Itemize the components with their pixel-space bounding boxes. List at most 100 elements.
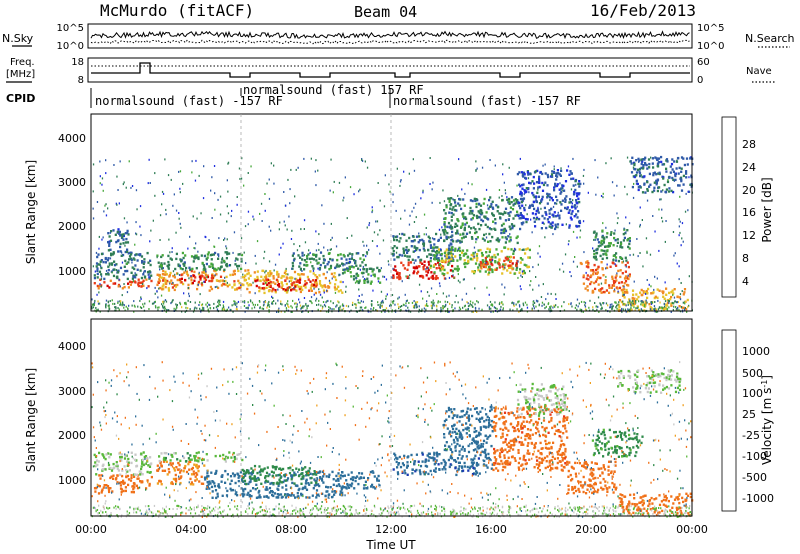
power-cell: [277, 310, 280, 313]
power-cell: [574, 306, 576, 309]
power-cell: [169, 271, 172, 275]
power-cell: [408, 277, 410, 280]
power-cell: [650, 301, 652, 304]
power-cell: [541, 172, 544, 176]
power-cell: [422, 242, 425, 246]
power-cell: [601, 307, 603, 310]
power-cell: [525, 190, 528, 193]
power-cell: [219, 299, 221, 302]
power-cell: [295, 277, 298, 281]
power-cell: [111, 299, 113, 302]
power-cell: [110, 253, 113, 257]
power-cell: [662, 189, 664, 192]
velocity-cell: [415, 453, 418, 456]
power-cell: [99, 160, 101, 163]
power-cell: [447, 311, 449, 313]
power-cell: [431, 307, 433, 310]
velocity-cell: [197, 465, 200, 468]
power-cell: [606, 249, 609, 252]
power-cell: [103, 281, 106, 284]
power-cell: [557, 306, 559, 309]
power-cell: [669, 171, 672, 174]
velocity-cell: [406, 464, 409, 468]
power-cell: [311, 302, 313, 305]
velocity-cell: [132, 482, 135, 485]
power-cell: [596, 248, 599, 251]
power-cell: [532, 300, 534, 303]
power-cell: [436, 259, 439, 262]
power-cell: [226, 252, 229, 256]
power-cell: [602, 253, 605, 256]
power-cell: [471, 258, 474, 261]
velocity-cell: [300, 472, 303, 476]
velocity-cell: [276, 481, 279, 484]
velocity-cell: [244, 487, 247, 491]
power-cell: [210, 258, 213, 261]
power-cell: [280, 281, 283, 284]
power-cell: [524, 301, 527, 304]
power-cell: [418, 248, 421, 252]
power-cell: [234, 300, 236, 303]
power-cell: [627, 310, 629, 313]
velocity-cell: [180, 475, 183, 478]
power-cell: [579, 236, 581, 239]
power-cell: [659, 306, 662, 310]
power-cell: [640, 162, 643, 166]
power-cell: [532, 175, 535, 179]
velocity-cell: [459, 431, 462, 434]
power-cell: [495, 204, 498, 207]
velocity-cell: [125, 475, 128, 479]
power-cell: [197, 280, 200, 284]
power-cell: [532, 303, 534, 306]
power-cell: [653, 171, 657, 174]
power-cell: [244, 269, 247, 272]
power-cell: [627, 301, 629, 304]
velocity-cell: [453, 423, 456, 426]
power-cell: [643, 291, 646, 294]
velocity-cell: [133, 486, 136, 489]
velocity-cell: [208, 480, 211, 483]
power-cell: [564, 197, 567, 200]
velocity-cell: [345, 479, 348, 482]
power-cell: [469, 258, 473, 261]
power-cell: [413, 246, 416, 249]
power-cell: [190, 279, 193, 282]
power-cell: [590, 280, 593, 284]
velocity-cell: [194, 475, 197, 478]
power-cell: [127, 233, 130, 236]
power-cell: [514, 247, 516, 250]
power-cell: [339, 253, 342, 256]
power-cell: [448, 197, 451, 200]
power-cell: [113, 263, 117, 267]
power-cell: [592, 308, 594, 311]
velocity-cell: [150, 475, 153, 479]
power-cell: [498, 189, 501, 191]
velocity-cell: [149, 456, 152, 459]
power-cell: [152, 219, 154, 222]
power-cell: [256, 270, 259, 273]
velocity-cell: [424, 471, 427, 474]
power-cell: [631, 156, 634, 159]
power-cell: [437, 301, 439, 304]
power-cell: [201, 284, 204, 287]
power-cell: [242, 283, 245, 287]
power-cell: [387, 260, 389, 263]
power-cell: [431, 277, 435, 280]
power-cell: [522, 175, 525, 178]
power-cell: [548, 308, 550, 311]
power-cell: [562, 270, 565, 273]
power-cell: [588, 306, 590, 309]
power-cell: [186, 274, 190, 277]
power-cell: [459, 233, 462, 236]
power-cell: [584, 305, 587, 308]
power-cell: [532, 216, 536, 220]
velocity-cell: [354, 476, 357, 479]
power-cell: [506, 257, 509, 260]
velocity-cell: [377, 474, 380, 478]
power-cell: [469, 199, 472, 202]
power-cell: [329, 189, 331, 192]
power-cell: [335, 265, 338, 268]
power-cell: [315, 230, 317, 233]
power-heatmap-marks: [91, 155, 694, 313]
power-cell: [649, 253, 652, 256]
